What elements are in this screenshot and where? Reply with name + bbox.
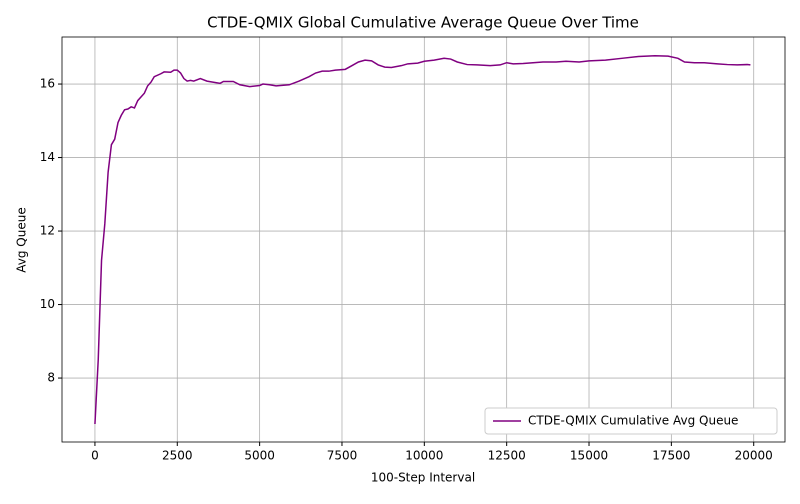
x-tick-label: 7500: [327, 449, 358, 463]
y-tick-label: 10: [40, 297, 55, 311]
x-tick-label: 17500: [652, 449, 690, 463]
y-axis-label: Avg Queue: [15, 207, 29, 272]
x-tick-label: 20000: [735, 449, 773, 463]
x-tick-label: 0: [91, 449, 99, 463]
y-tick-label: 16: [40, 77, 55, 91]
legend-box: [484, 407, 778, 435]
x-axis-label: 100-Step Interval: [371, 471, 475, 485]
data-line: [94, 54, 751, 425]
legend-label: CTDE-QMIX Cumulative Avg Queue: [528, 414, 738, 428]
y-tick-label: 14: [40, 150, 55, 164]
plot-frame: [61, 36, 786, 443]
x-tick-label: 15000: [570, 449, 608, 463]
y-tick-label: 12: [40, 224, 55, 238]
x-tick-label: 5000: [244, 449, 275, 463]
y-tick-label: 8: [47, 371, 55, 385]
chart-title: CTDE-QMIX Global Cumulative Average Queu…: [207, 14, 639, 32]
x-tick-label: 2500: [162, 449, 193, 463]
x-tick-label: 12500: [488, 449, 526, 463]
x-tick-label: 10000: [405, 449, 443, 463]
